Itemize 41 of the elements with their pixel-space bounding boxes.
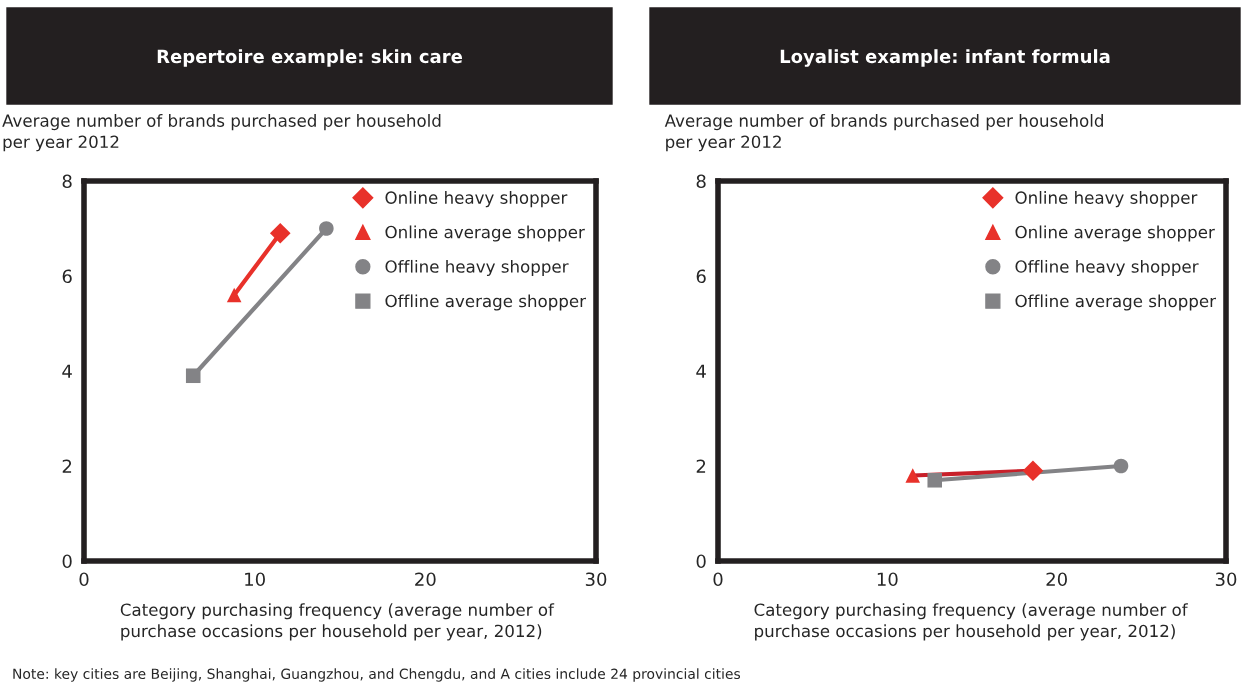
x-tick-label: 0 bbox=[713, 572, 723, 587]
x-tick-label: 20 bbox=[1046, 572, 1067, 587]
x-tick-label: 30 bbox=[585, 572, 607, 587]
x-axis-title: Category purchasing frequency (average number of purchase occasions per household per year, 2012) bbox=[754, 603, 1188, 641]
x-tick-label: 0 bbox=[79, 572, 89, 587]
y-tick-label: 0 bbox=[62, 554, 72, 569]
point bbox=[226, 287, 242, 303]
legend-label: Online average shopper bbox=[385, 225, 585, 242]
x-tick-label: 30 bbox=[1215, 572, 1237, 587]
point bbox=[269, 222, 291, 244]
y-tick-label: 6 bbox=[62, 269, 72, 284]
y-tick-label: 6 bbox=[696, 269, 706, 284]
chart-title: Loyalist example: infant formula bbox=[780, 49, 1110, 67]
text: Note: key cities are Beijing, Shanghai, Guangzhou, and Chengdu, and A cities include 24 provincial cities bbox=[13, 668, 741, 682]
x-tick-label: 10 bbox=[877, 572, 898, 587]
point bbox=[319, 221, 334, 236]
point bbox=[1022, 460, 1044, 482]
chart-title: Repertoire example: skin care bbox=[157, 49, 463, 67]
y-axis-title: Average number of brands purchased per household per year 2012 bbox=[664, 114, 1103, 152]
y-tick-label: 8 bbox=[62, 174, 72, 189]
x-axis-title: Category purchasing frequency (average number of purchase occasions per household per year, 2012) bbox=[120, 603, 555, 641]
legend-label: Online average shopper bbox=[1015, 225, 1215, 242]
y-tick-label: 8 bbox=[696, 174, 706, 189]
legend-label: Offline average shopper bbox=[385, 294, 586, 311]
y-tick-label: 4 bbox=[62, 364, 72, 378]
y-tick-label: 0 bbox=[696, 554, 706, 569]
legend-label: Offline heavy shopper bbox=[385, 259, 569, 277]
point bbox=[905, 468, 921, 483]
legend-label: Online heavy shopper bbox=[1015, 191, 1198, 208]
y-tick-label: 4 bbox=[696, 364, 706, 378]
y-axis-title: Average number of brands purchased per household per year 2012 bbox=[2, 114, 441, 152]
legend-label: Offline average shopper bbox=[1015, 294, 1216, 311]
point bbox=[185, 368, 201, 384]
point bbox=[1113, 458, 1129, 474]
point bbox=[927, 472, 943, 488]
legend-label: Online heavy shopper bbox=[385, 191, 568, 208]
legend-label: Offline heavy shopper bbox=[1015, 259, 1199, 277]
x-tick-label: 10 bbox=[245, 572, 265, 587]
y-tick-label: 2 bbox=[696, 459, 706, 473]
x-tick-label: 20 bbox=[415, 572, 436, 587]
y-tick-label: 2 bbox=[62, 459, 72, 473]
